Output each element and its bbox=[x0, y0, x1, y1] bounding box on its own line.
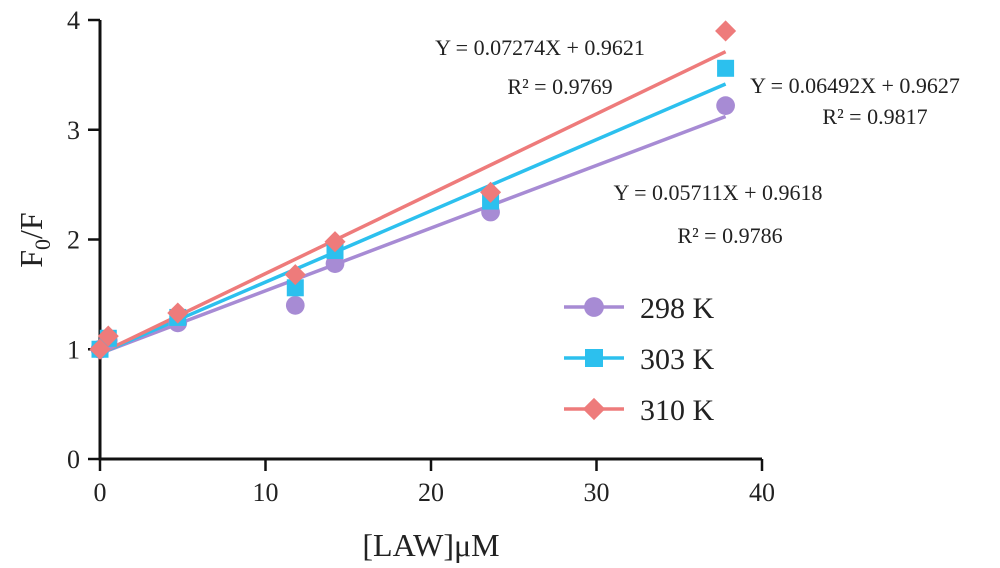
data-point-310k bbox=[480, 181, 502, 203]
data-point-310k bbox=[89, 338, 111, 360]
legend-marker-303k bbox=[585, 349, 603, 367]
x-tick-label: 40 bbox=[749, 478, 775, 507]
y-tick-label: 3 bbox=[67, 116, 80, 145]
data-point-310k bbox=[284, 264, 306, 286]
legend-marker-298k bbox=[584, 297, 604, 317]
y-tick-label: 1 bbox=[67, 335, 80, 364]
y-axis-title: F0/F bbox=[13, 212, 55, 267]
y-tick-label: 4 bbox=[67, 6, 80, 35]
fit-r-squared: R² = 0.9817 bbox=[822, 104, 927, 129]
y-tick-label: 2 bbox=[67, 226, 80, 255]
legend: 298 K 303 K 310 K bbox=[564, 292, 715, 427]
fit-equation: Y = 0.06492X + 0.9627 bbox=[750, 73, 960, 98]
x-tick-label: 30 bbox=[584, 478, 610, 507]
fit-line-303k bbox=[99, 82, 727, 355]
fit-equation: Y = 0.07274X + 0.9621 bbox=[435, 35, 645, 60]
y-axis-title-main: F bbox=[13, 250, 49, 268]
fit-line-298k bbox=[99, 114, 727, 356]
legend-marker-310k bbox=[582, 397, 606, 421]
x-tick-label: 10 bbox=[253, 478, 279, 507]
data-point-303k bbox=[286, 279, 304, 297]
data-point-298k bbox=[716, 96, 735, 115]
data-point-310k bbox=[324, 231, 346, 253]
fit-r-squared: R² = 0.9769 bbox=[507, 74, 612, 99]
fit-equation: Y = 0.05711X + 0.9618 bbox=[614, 180, 823, 205]
fit-line-310k bbox=[99, 50, 727, 355]
legend-label-298k: 298 K bbox=[640, 292, 715, 325]
data-points bbox=[89, 20, 737, 360]
legend-label-310k: 310 K bbox=[640, 394, 715, 427]
x-tick-label: 20 bbox=[418, 478, 444, 507]
x-tick-label: 0 bbox=[94, 478, 107, 507]
data-point-298k bbox=[285, 296, 305, 315]
data-point-310k bbox=[715, 20, 737, 42]
y-axis-title-subscript: 0 bbox=[30, 239, 55, 250]
legend-label-303k: 303 K bbox=[640, 343, 715, 376]
x-axis-title: [LAW]μM bbox=[362, 527, 499, 563]
y-axis-title-tail: /F bbox=[13, 212, 49, 239]
fit-lines bbox=[99, 50, 727, 356]
y-tick-label: 0 bbox=[67, 445, 80, 474]
fit-annotations: Y = 0.05711X + 0.9618 R² = 0.9786 Y = 0.06… bbox=[435, 35, 960, 248]
data-point-310k bbox=[167, 302, 189, 324]
data-point-310k bbox=[97, 325, 119, 347]
data-point-303k bbox=[717, 59, 735, 77]
fit-r-squared: R² = 0.9786 bbox=[677, 223, 782, 248]
